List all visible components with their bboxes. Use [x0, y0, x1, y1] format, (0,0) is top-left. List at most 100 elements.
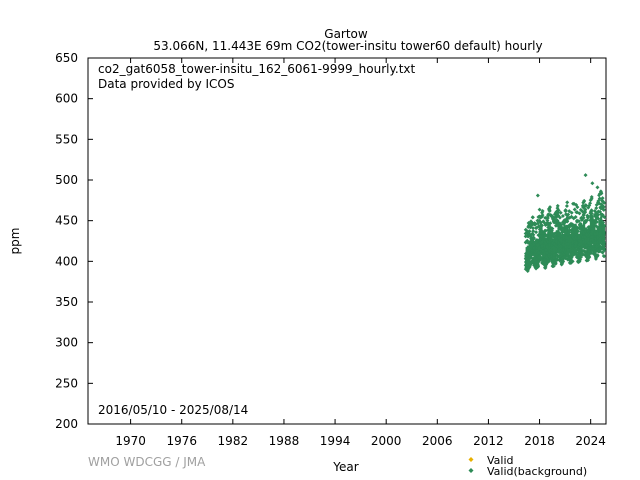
data-point [589, 208, 594, 213]
data-point [589, 211, 594, 216]
data-point [601, 207, 606, 212]
data-point [594, 206, 599, 211]
x-tick-label: 1970 [115, 434, 146, 448]
data-point [540, 209, 545, 214]
data-point [565, 250, 570, 255]
data-point [571, 201, 576, 206]
data-point [546, 259, 551, 264]
data-point [530, 231, 535, 236]
data-point [563, 209, 568, 214]
chart-subtitle: 53.066N, 11.443E 69m CO2(tower-insitu to… [153, 39, 542, 53]
data-point [531, 236, 536, 241]
data-point [543, 247, 548, 252]
data-point [584, 258, 589, 263]
data-point [550, 226, 555, 231]
data-point-outlier [583, 173, 588, 178]
data-point [598, 220, 603, 225]
x-tick-label: 2000 [371, 434, 402, 448]
data-point [538, 237, 543, 242]
data-point [567, 209, 572, 214]
data-point [575, 229, 580, 234]
data-point [600, 212, 605, 217]
data-point [554, 239, 559, 244]
y-tick-label: 300 [55, 336, 78, 350]
legend-valid-marker [468, 457, 474, 462]
data-point [583, 207, 588, 212]
data-point [598, 209, 603, 214]
data-point [602, 200, 607, 205]
data-point [602, 223, 607, 228]
x-tick-label: 2006 [422, 434, 453, 448]
provider-label: Data provided by ICOS [98, 77, 234, 91]
x-tick-label: 2012 [473, 434, 504, 448]
data-point [602, 215, 607, 220]
y-tick-label: 650 [55, 51, 78, 65]
data-point [600, 196, 605, 201]
data-band [559, 232, 562, 255]
data-point [540, 213, 545, 218]
chart-title: Gartow [324, 27, 368, 41]
data-point [593, 252, 598, 257]
data-point [569, 210, 574, 215]
x-tick-label: 1994 [320, 434, 351, 448]
file-label: co2_gat6058_tower-insitu_162_6061-9999_h… [98, 62, 416, 76]
data-band [582, 221, 586, 245]
data-point [580, 252, 585, 257]
data-point [602, 248, 607, 253]
legend-background-label: Valid(background) [487, 465, 587, 478]
data-point [564, 225, 569, 230]
data-point [556, 210, 561, 215]
data-point [598, 231, 603, 236]
data-band [565, 224, 569, 249]
x-tick-label: 2024 [575, 434, 606, 448]
data-point [572, 207, 577, 212]
data-point [596, 198, 601, 203]
data-point [555, 219, 560, 224]
data-point [540, 244, 545, 249]
data-point [596, 212, 601, 217]
data-point [573, 214, 578, 219]
data-point [586, 205, 591, 210]
data-point [583, 203, 588, 208]
data-point [543, 262, 548, 267]
data-point [545, 234, 550, 239]
data-point [541, 230, 546, 235]
x-tick-label: 1982 [218, 434, 249, 448]
data-point [594, 219, 599, 224]
data-point [566, 212, 571, 217]
data-point [540, 240, 545, 245]
data-point [563, 212, 568, 217]
y-tick-label: 600 [55, 92, 78, 106]
data-band [584, 227, 587, 250]
data-point [571, 252, 576, 257]
data-point [577, 211, 582, 216]
data-point [536, 258, 541, 263]
data-point [576, 219, 581, 224]
y-tick-label: 400 [55, 254, 78, 268]
date-range-label: 2016/05/10 - 2025/08/14 [98, 403, 248, 417]
x-axis-label: Year [332, 460, 358, 474]
data-point-outlier [598, 189, 603, 194]
y-tick-label: 550 [55, 132, 78, 146]
data-point [558, 210, 563, 215]
data-point [525, 268, 530, 273]
data-point [548, 205, 553, 210]
x-tick-label: 1976 [166, 434, 197, 448]
data-point-outlier [535, 193, 540, 198]
data-point [579, 229, 584, 234]
legend-background-marker [468, 468, 474, 473]
x-axis-ticks: 1970 1976 1982 1988 1994 2000 2006 2012 2018 2024 [115, 58, 606, 448]
data-point [543, 228, 548, 233]
y-tick-label: 250 [55, 376, 78, 390]
data-point [537, 207, 542, 212]
data-point-outlier [595, 185, 600, 190]
data-point [567, 227, 572, 232]
y-tick-label: 450 [55, 214, 78, 228]
data-point [585, 213, 590, 218]
data-point [560, 213, 565, 218]
data-point [591, 227, 596, 232]
data-point [526, 265, 531, 270]
y-tick-label: 500 [55, 173, 78, 187]
data-point [564, 204, 569, 209]
data-point [539, 223, 544, 228]
